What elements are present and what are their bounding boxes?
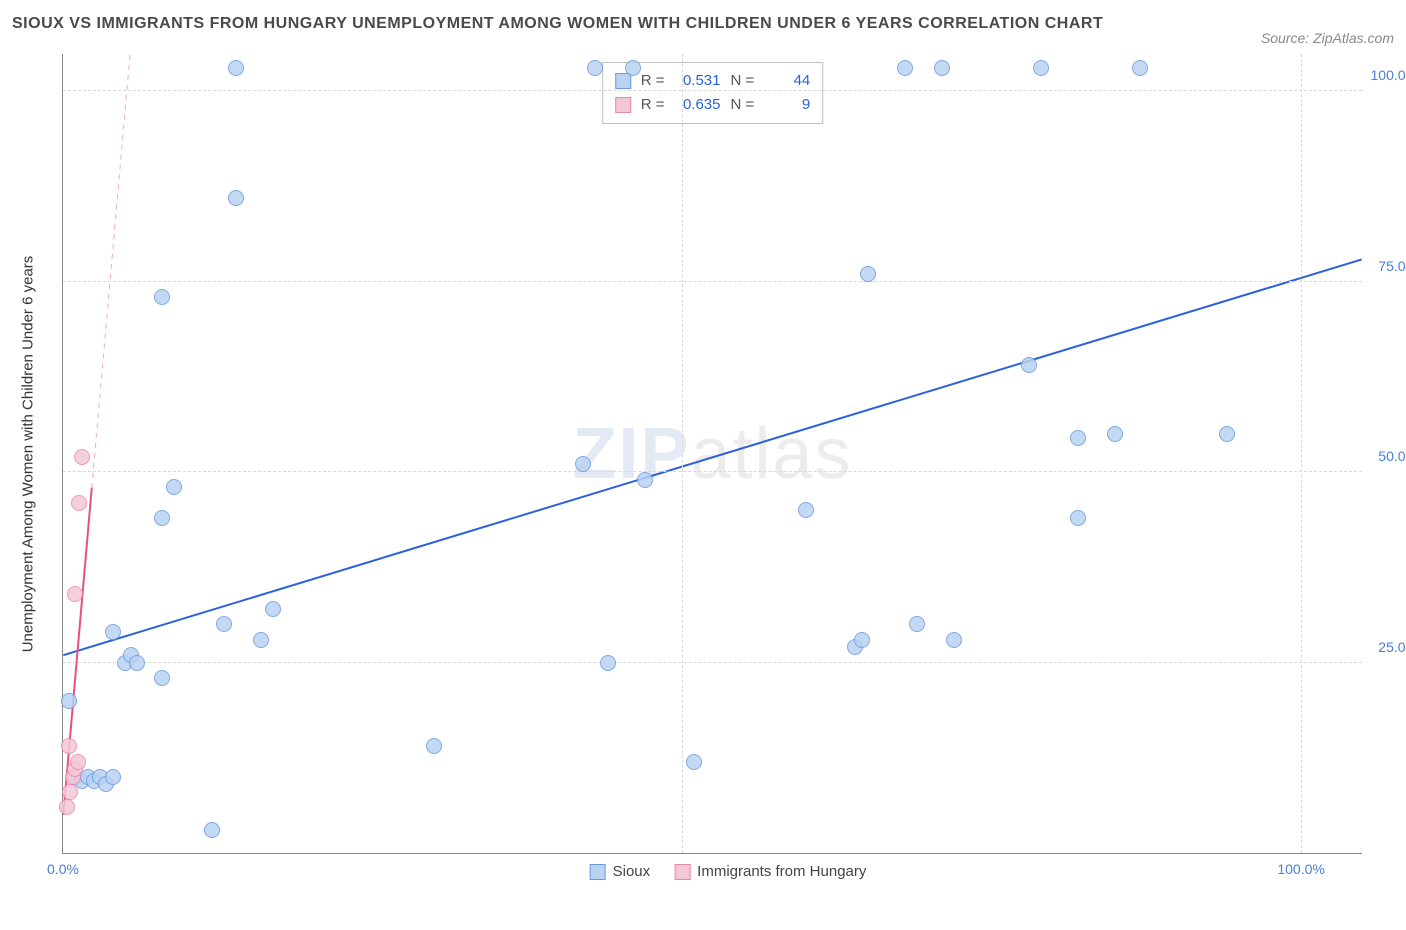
x-tick-label: 100.0%	[1277, 861, 1324, 877]
gridline-vertical	[682, 54, 683, 853]
data-point	[59, 799, 75, 815]
data-point	[71, 495, 87, 511]
watermark-part1: ZIP	[572, 414, 690, 494]
data-point	[129, 655, 145, 671]
data-point	[897, 60, 913, 76]
data-point	[798, 502, 814, 518]
gridline-vertical	[1301, 54, 1302, 853]
data-point	[1132, 60, 1148, 76]
gridline-horizontal	[63, 662, 1362, 663]
data-point	[61, 693, 77, 709]
data-point	[74, 449, 90, 465]
watermark-part2: atlas	[690, 414, 852, 494]
data-point	[105, 769, 121, 785]
chart-title: SIOUX VS IMMIGRANTS FROM HUNGARY UNEMPLO…	[12, 12, 1103, 36]
data-point	[625, 60, 641, 76]
gridline-horizontal	[63, 471, 1362, 472]
data-point	[1070, 510, 1086, 526]
scatter-plot: ZIPatlas R =0.531N =44R =0.635N =9 25.0%…	[62, 54, 1362, 854]
data-point	[600, 655, 616, 671]
data-point	[686, 754, 702, 770]
gridline-horizontal	[63, 281, 1362, 282]
data-point	[860, 266, 876, 282]
data-point	[426, 738, 442, 754]
data-point	[1219, 426, 1235, 442]
legend-swatch	[590, 864, 606, 880]
data-point	[154, 289, 170, 305]
series-swatch	[615, 97, 631, 113]
chart-container: Unemployment Among Women with Children U…	[62, 54, 1394, 854]
r-label: R =	[641, 93, 665, 117]
data-point	[587, 60, 603, 76]
y-tick-label: 25.0%	[1378, 639, 1406, 655]
data-point	[154, 510, 170, 526]
data-point	[637, 472, 653, 488]
n-label: N =	[731, 93, 755, 117]
data-point	[1021, 357, 1037, 373]
y-axis-label: Unemployment Among Women with Children U…	[20, 256, 37, 653]
y-tick-label: 100.0%	[1371, 67, 1406, 83]
data-point	[70, 754, 86, 770]
y-tick-label: 75.0%	[1378, 258, 1406, 274]
data-point	[216, 616, 232, 632]
data-point	[1107, 426, 1123, 442]
data-point	[61, 738, 77, 754]
data-point	[67, 586, 83, 602]
source-attribution: Source: ZipAtlas.com	[1261, 30, 1394, 46]
data-point	[228, 60, 244, 76]
legend-item: Sioux	[590, 863, 651, 880]
data-point	[62, 784, 78, 800]
y-tick-label: 50.0%	[1378, 448, 1406, 464]
data-point	[265, 601, 281, 617]
data-point	[1070, 430, 1086, 446]
stats-row: R =0.635N =9	[615, 93, 811, 117]
x-tick-label: 0.0%	[47, 861, 79, 877]
data-point	[154, 670, 170, 686]
n-value: 9	[764, 93, 810, 117]
legend-label: Sioux	[613, 863, 651, 880]
legend-swatch	[674, 864, 690, 880]
legend-label: Immigrants from Hungary	[697, 863, 866, 880]
gridline-horizontal	[63, 90, 1362, 91]
data-point	[105, 624, 121, 640]
legend: Sioux Immigrants from Hungary	[590, 863, 867, 880]
data-point	[946, 632, 962, 648]
trend-lines	[63, 54, 1362, 853]
data-point	[934, 60, 950, 76]
legend-item: Immigrants from Hungary	[674, 863, 866, 880]
data-point	[854, 632, 870, 648]
data-point	[575, 456, 591, 472]
data-point	[1033, 60, 1049, 76]
watermark: ZIPatlas	[572, 413, 852, 495]
data-point	[909, 616, 925, 632]
data-point	[253, 632, 269, 648]
data-point	[166, 479, 182, 495]
data-point	[228, 190, 244, 206]
data-point	[204, 822, 220, 838]
